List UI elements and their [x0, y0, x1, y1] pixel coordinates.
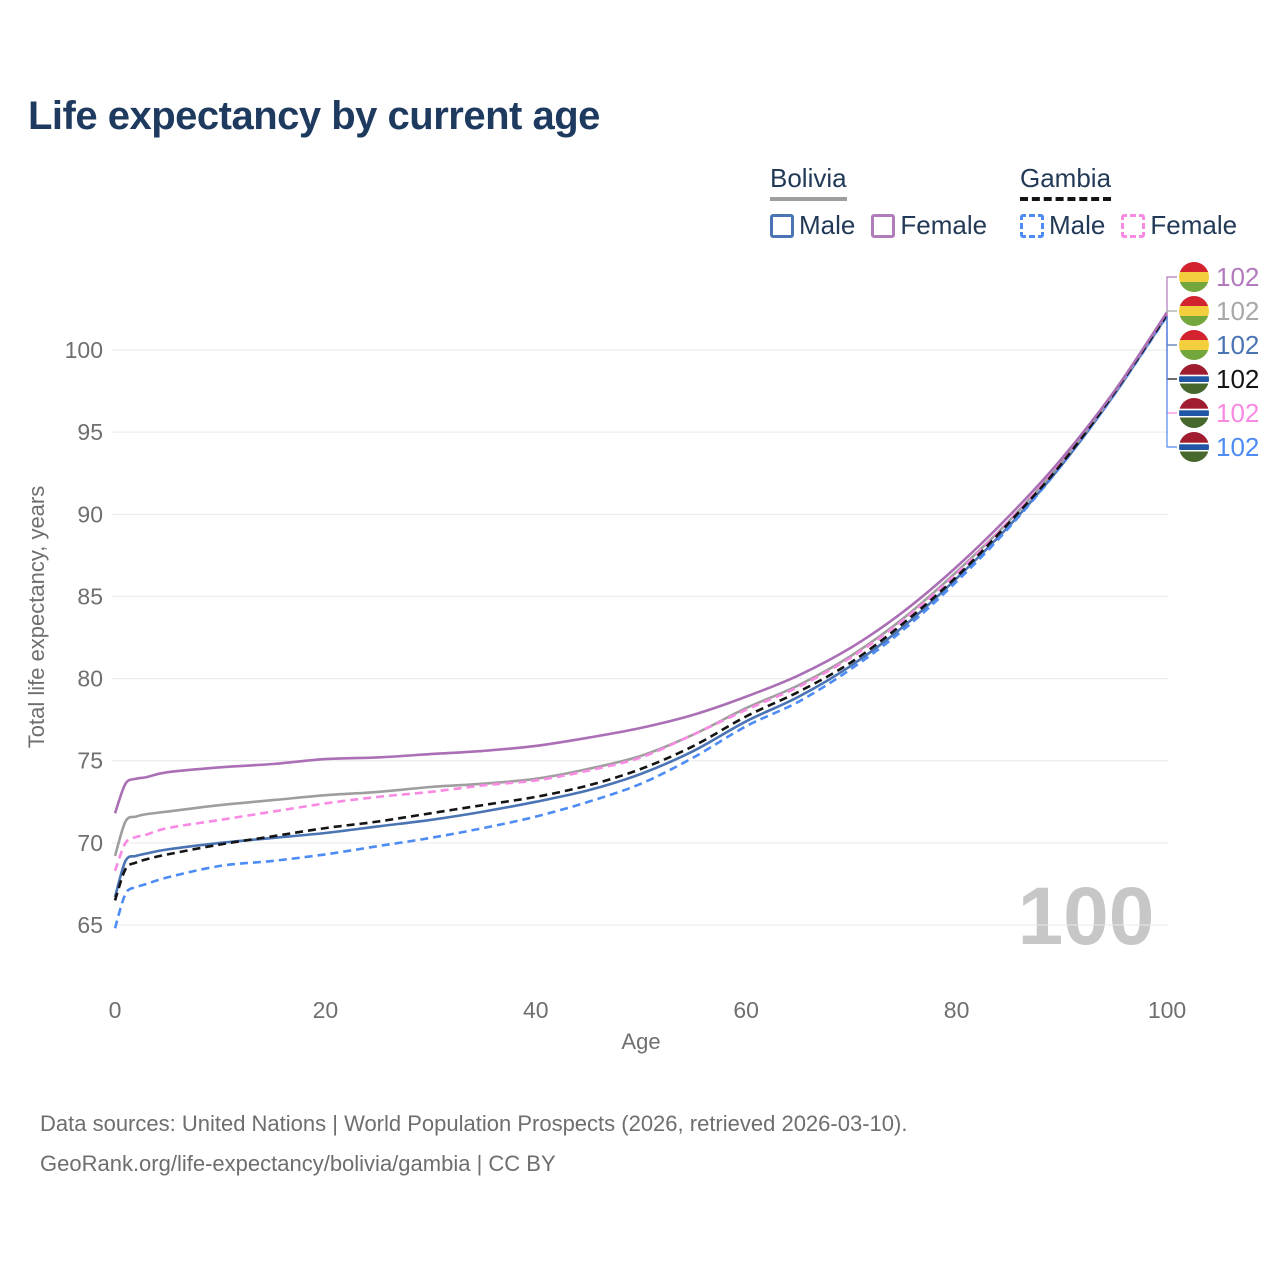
- series-line-gambia_both[interactable]: [113, 313, 1169, 901]
- y-tick-label: 75: [77, 748, 103, 774]
- legend-country-label: Gambia: [1020, 163, 1112, 193]
- legend-item-label: Female: [900, 210, 988, 240]
- end-label-connector: [1166, 316, 1177, 448]
- legend-items-bolivia: Male Female: [770, 210, 987, 241]
- legend-country-gambia: Gambia: [1020, 163, 1112, 201]
- y-tick-label: 65: [77, 912, 103, 938]
- y-axis-label: Total life expectancy, years: [24, 486, 49, 749]
- legend-swatch-gambia-male-icon: [1020, 213, 1044, 238]
- legend-item-label: Male: [1049, 210, 1106, 240]
- legend-item-gambia-female[interactable]: Female: [1121, 210, 1237, 241]
- end-value-label: 102: [1216, 398, 1259, 428]
- end-value-label: 102: [1216, 296, 1259, 326]
- end-value-label: 102: [1216, 432, 1259, 462]
- end-label-connector: [1166, 314, 1177, 380]
- legend-swatch-gambia-female-icon: [1121, 213, 1146, 238]
- series-line-gambia_female[interactable]: [113, 313, 1169, 872]
- y-tick-label: 100: [65, 337, 103, 363]
- flag-gambia-icon: [1179, 364, 1209, 394]
- end-value-label: 102: [1216, 262, 1259, 292]
- legend-swatch-bolivia-male-icon: [770, 213, 794, 238]
- legend-group-bolivia: Bolivia Male Female: [770, 163, 987, 241]
- series-line-bolivia_male[interactable]: [113, 314, 1169, 898]
- flag-bolivia-icon: [1179, 296, 1209, 326]
- flag-gambia-icon: [1179, 398, 1209, 428]
- series-line-bolivia_female[interactable]: [113, 311, 1169, 814]
- series-line-gambia_male[interactable]: [113, 315, 1169, 929]
- page-title: Life expectancy by current age: [28, 94, 600, 138]
- source-url-text: GeoRank.org/life-expectancy/bolivia/gamb…: [40, 1151, 556, 1176]
- flag-bolivia-icon: [1179, 330, 1209, 360]
- end-label-connector: [1166, 313, 1177, 414]
- y-tick-label: 70: [77, 830, 103, 856]
- legend-country-label: Bolivia: [770, 163, 847, 193]
- legend-item-label: Male: [799, 210, 856, 240]
- legend-swatch-bolivia-female-icon: [871, 213, 896, 238]
- legend-items-gambia: Male Female: [1020, 210, 1237, 241]
- footer: Data sources: United Nations | World Pop…: [40, 1104, 907, 1184]
- end-value-label: 102: [1216, 330, 1259, 360]
- x-tick-label: 20: [313, 997, 339, 1023]
- x-axis-label: Age: [621, 1029, 660, 1054]
- x-tick-label: 100: [1148, 997, 1186, 1023]
- y-tick-label: 85: [77, 583, 103, 609]
- end-value-label: 102: [1216, 364, 1259, 394]
- legend-group-gambia: Gambia Male Female: [1020, 163, 1237, 241]
- end-label-connector: [1166, 276, 1177, 313]
- legend-item-bolivia-male[interactable]: Male: [770, 210, 855, 241]
- flag-bolivia-icon: [1179, 262, 1209, 292]
- x-tick-label: 80: [944, 997, 970, 1023]
- end-label-connector: [1166, 315, 1177, 346]
- data-sources-text: Data sources: United Nations | World Pop…: [40, 1111, 908, 1136]
- y-tick-label: 90: [77, 501, 103, 527]
- age-frame-watermark: 100: [1018, 871, 1155, 962]
- legend-item-label: Female: [1150, 210, 1238, 240]
- y-tick-label: 95: [77, 419, 103, 445]
- flag-gambia-icon: [1179, 432, 1209, 462]
- legend-item-gambia-male[interactable]: Male: [1020, 210, 1105, 241]
- x-tick-label: 60: [733, 997, 759, 1023]
- legend-country-bolivia: Bolivia: [770, 163, 847, 201]
- y-tick-label: 80: [77, 666, 103, 692]
- x-tick-label: 40: [523, 997, 549, 1023]
- end-label-connector: [1166, 310, 1177, 313]
- legend-item-bolivia-female[interactable]: Female: [871, 210, 987, 241]
- x-tick-label: 0: [109, 997, 122, 1023]
